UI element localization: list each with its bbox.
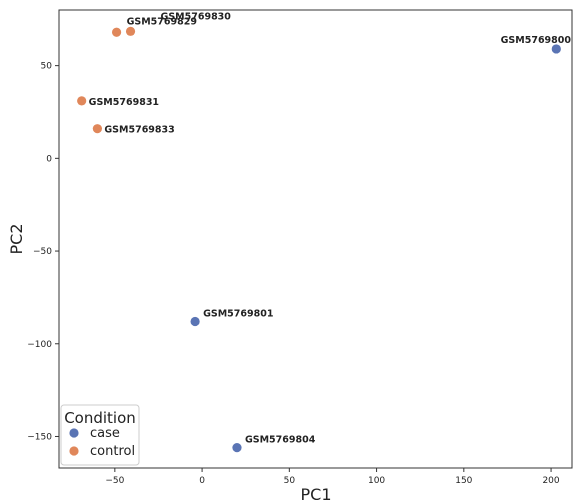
x-tick-label: 100 xyxy=(368,476,385,486)
x-tick-label: 0 xyxy=(199,476,205,486)
legend-box xyxy=(60,404,140,466)
plot-frame xyxy=(58,9,573,469)
point-label: GSM5769801 xyxy=(203,309,273,320)
x-tick-label: 150 xyxy=(455,476,472,486)
legend-entries: case control xyxy=(69,426,135,459)
point-label: GSM5769800 xyxy=(501,35,572,46)
data-point-case xyxy=(551,44,561,54)
point-label: GSM5769829 xyxy=(127,16,197,27)
data-point-case xyxy=(190,316,200,327)
data-points xyxy=(77,26,561,453)
point-label: GSM5769831 xyxy=(89,97,159,108)
legend-title: Condition xyxy=(64,409,136,427)
x-axis-ticks: −50 0 50 100 150 200 xyxy=(105,468,560,486)
legend-marker-control xyxy=(69,446,79,456)
legend-label-case: case xyxy=(90,426,120,441)
y-tick-label: −150 xyxy=(27,432,52,442)
y-tick-label: −100 xyxy=(27,340,52,350)
x-tick-label: 50 xyxy=(284,476,296,486)
point-label: GSM5769804 xyxy=(245,435,316,446)
point-label: GSM5769830 xyxy=(161,11,232,22)
y-tick-label: 0 xyxy=(46,154,52,164)
y-axis-label: PC2 xyxy=(7,224,26,255)
y-axis-ticks: 50 0 −50 −100 −150 xyxy=(27,62,59,442)
x-axis-label: PC1 xyxy=(301,485,332,504)
plot-area xyxy=(58,9,573,469)
data-point-control xyxy=(77,96,87,106)
data-point-control xyxy=(92,124,102,134)
data-point-case xyxy=(232,443,242,453)
y-tick-label: 50 xyxy=(41,62,53,72)
data-point-control xyxy=(125,26,136,36)
legend-marker-case xyxy=(69,428,79,438)
legend: Condition case control xyxy=(60,404,140,466)
x-tick-label: 200 xyxy=(542,476,559,486)
y-tick-label: −50 xyxy=(33,247,52,257)
point-label: GSM5769833 xyxy=(104,125,174,136)
legend-label-control: control xyxy=(90,444,135,459)
data-point-control xyxy=(111,27,122,37)
x-tick-label: −50 xyxy=(105,476,124,486)
